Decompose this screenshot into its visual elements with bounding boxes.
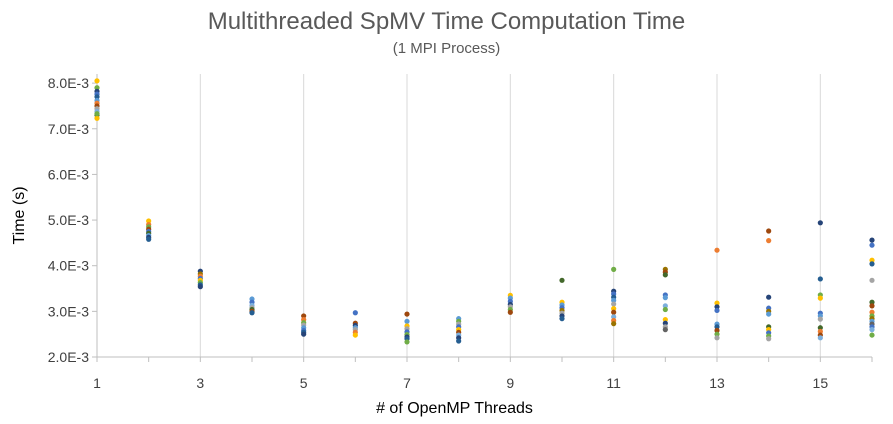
- data-point: [817, 220, 823, 226]
- data-point: [714, 335, 720, 341]
- x-tick-label: 3: [196, 375, 204, 391]
- data-point: [662, 272, 668, 278]
- chart-title: Multithreaded SpMV Time Computation Time: [207, 8, 686, 35]
- data-point: [714, 247, 720, 253]
- data-point: [249, 310, 255, 316]
- data-point: [611, 314, 617, 320]
- data-point: [869, 303, 875, 309]
- data-point: [817, 335, 823, 341]
- x-tick-label: 11: [606, 375, 621, 391]
- x-tick-label: 7: [403, 375, 411, 391]
- data-point: [662, 306, 668, 313]
- data-point: [94, 78, 100, 84]
- data-point: [146, 218, 152, 224]
- data-point: [611, 301, 617, 307]
- data-point: [869, 332, 875, 338]
- data-point: [714, 327, 720, 334]
- data-point: [766, 336, 772, 342]
- data-point: [662, 295, 668, 301]
- data-point: [197, 284, 203, 290]
- data-point: [611, 306, 617, 312]
- data-point: [869, 257, 875, 263]
- y-axis-title: Time (s): [11, 186, 28, 244]
- data-point: [766, 311, 772, 317]
- data-point: [714, 304, 720, 310]
- data-point: [611, 266, 617, 272]
- data-point: [94, 115, 100, 121]
- data-point: [662, 320, 668, 326]
- data-point: [817, 325, 823, 331]
- data-point: [817, 295, 823, 301]
- data-point: [94, 94, 100, 100]
- y-tick-label: 4.0E-3: [48, 258, 89, 274]
- x-axis-title: # of OpenMP Threads: [376, 400, 533, 417]
- data-point: [662, 303, 668, 309]
- data-point: [714, 300, 720, 306]
- x-tick-label: 1: [93, 375, 101, 391]
- data-point: [869, 242, 875, 248]
- data-point: [817, 316, 823, 322]
- data-point: [662, 327, 668, 333]
- data-point: [869, 277, 875, 283]
- y-tick-label: 7.0E-3: [48, 121, 89, 137]
- y-tick-label: 6.0E-3: [48, 166, 89, 182]
- data-point: [611, 321, 617, 327]
- data-point: [766, 238, 772, 244]
- x-tick-label: 5: [300, 375, 308, 391]
- data-point: [507, 309, 513, 315]
- data-point: [404, 318, 410, 324]
- data-point: [714, 307, 720, 314]
- x-tick-label: 9: [506, 375, 514, 391]
- data-point: [94, 111, 100, 117]
- data-point: [352, 310, 358, 316]
- data-point: [611, 309, 617, 315]
- data-point: [869, 261, 875, 267]
- y-tick-label: 3.0E-3: [48, 303, 89, 319]
- data-point: [714, 331, 720, 337]
- y-tick-label: 8.0E-3: [48, 75, 89, 91]
- data-point: [146, 236, 152, 242]
- data-point: [869, 309, 875, 315]
- data-point: [869, 327, 875, 333]
- data-point: [559, 277, 565, 283]
- y-tick-label: 5.0E-3: [48, 212, 89, 228]
- data-point: [559, 316, 565, 322]
- chart-subtitle: (1 MPI Process): [392, 40, 501, 57]
- data-point: [869, 299, 875, 305]
- data-point: [301, 331, 307, 337]
- data-point: [766, 228, 772, 234]
- y-tick-label: 2.0E-3: [48, 349, 89, 365]
- data-point: [817, 328, 823, 335]
- data-point: [869, 237, 875, 243]
- x-tick-label: 15: [813, 375, 829, 391]
- x-tick-label: 13: [709, 375, 725, 391]
- data-point: [94, 85, 100, 91]
- data-point: [714, 324, 720, 330]
- data-point: [611, 297, 617, 303]
- data-point: [766, 294, 772, 300]
- data-point: [404, 339, 410, 345]
- data-point: [404, 311, 410, 317]
- data-point: [456, 338, 462, 344]
- data-point: [817, 276, 823, 282]
- data-point: [301, 313, 307, 319]
- data-point: [662, 316, 668, 323]
- data-point: [352, 332, 358, 338]
